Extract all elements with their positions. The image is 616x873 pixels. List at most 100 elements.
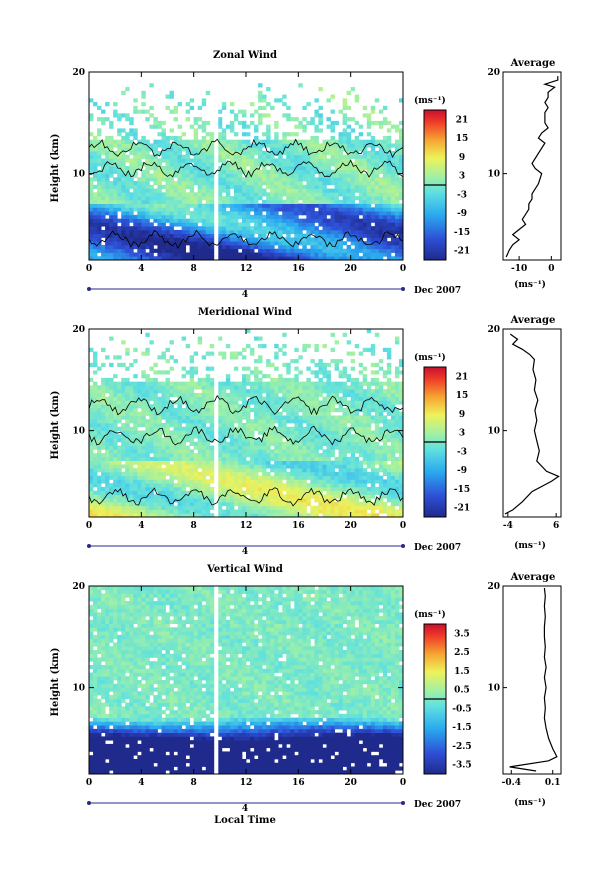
average-frame: [502, 328, 562, 518]
colorbar-tick-label: -3: [457, 190, 467, 200]
x-tick-label: 16: [292, 264, 305, 274]
date-axis-end: [401, 287, 405, 291]
average-line: [504, 333, 560, 515]
zero-contour: [88, 159, 404, 178]
average-x-tick-label: -10: [511, 264, 527, 274]
average-y-tick-label: 10: [487, 170, 500, 180]
average-y-tick-label: 10: [487, 684, 500, 694]
zero-contour: [88, 229, 404, 249]
date-label: Dec 2007: [414, 800, 461, 810]
x-axis-label: Local Time: [214, 815, 276, 826]
colorbar-tick-label: -9: [457, 209, 467, 219]
x-tick-label: 12: [240, 521, 253, 531]
average-unit: (ms⁻¹): [514, 540, 546, 551]
y-tick-label: 10: [72, 427, 85, 437]
colorbar-tick-label: -3.5: [452, 761, 471, 771]
data-gap: [215, 329, 219, 517]
colorbar-tick-label: 0.5: [454, 686, 470, 696]
average-y-tick-label: 20: [487, 68, 500, 78]
x-tick-label: 0: [86, 264, 92, 274]
colorbar: (ms⁻¹) 21 15 9 3 -3 -9 -15 -21: [414, 95, 470, 261]
colorbar-tick-label: -3: [457, 447, 467, 457]
colorbar-tick-label: -0.5: [452, 704, 471, 714]
x-tick-label: 4: [138, 521, 144, 531]
x-tick-label: 4: [138, 264, 144, 274]
y-tick-label: 20: [72, 68, 85, 78]
data-gap: [215, 72, 219, 260]
colorbar-tick-label: -15: [454, 228, 470, 238]
date-axis-start: [87, 544, 91, 548]
x-tick-label: 20: [344, 521, 357, 531]
average-frame: [502, 71, 562, 261]
colorbar-tick-label: -9: [457, 466, 467, 476]
heatmap-cells: [89, 586, 404, 775]
zero-contour: [88, 425, 404, 446]
average-x-tick-label: 6: [553, 521, 559, 531]
colorbar-tick-label: 3.5: [454, 629, 470, 639]
data-gap: [215, 586, 219, 774]
zero-contour: [88, 138, 404, 159]
colorbar-tick-label: 3: [459, 429, 465, 439]
date-label: Dec 2007: [414, 286, 461, 296]
heatmap-plot: 0 4 8 12 16 20 0 20 10: [72, 582, 406, 805]
date-axis-end: [401, 544, 405, 548]
heatmap-plot: 0 4 8 12 16 20 0 20 10: [72, 68, 406, 291]
x-tick-label: 0: [400, 778, 406, 788]
colorbar: (ms⁻¹) 3.5 2.5 1.5 0.5 -0.5 -1.5 -2.5 -3.5: [414, 609, 472, 775]
x-tick-label: 16: [292, 778, 305, 788]
x-tick-label: 16: [292, 521, 305, 531]
panel-title: Vertical Wind: [206, 564, 283, 575]
date-label: Dec 2007: [414, 543, 461, 553]
colorbar-tick-label: -21: [454, 504, 470, 514]
day-label: 4: [242, 290, 248, 300]
colorbar-tick-label: 15: [456, 391, 469, 401]
date-axis-start: [87, 801, 91, 805]
colorbar-tick-label: 2.5: [454, 648, 470, 658]
y-axis-label: Height (km): [50, 648, 61, 717]
average-line: [509, 587, 558, 772]
average-x-tick-label: 0.1: [545, 778, 561, 788]
average-x-tick-label: 0: [548, 264, 554, 274]
x-tick-label: 4: [138, 778, 144, 788]
x-tick-label: 8: [191, 264, 197, 274]
average-y-tick-label: 20: [487, 325, 500, 335]
colorbar-tick-label: -2.5: [452, 742, 471, 752]
colorbar-unit: (ms⁻¹): [414, 609, 446, 620]
x-tick-label: 0: [400, 264, 406, 274]
x-tick-label: 8: [191, 521, 197, 531]
y-tick-label: 10: [72, 170, 85, 180]
average-y-tick-label: 20: [487, 582, 500, 592]
y-tick-label: 20: [72, 582, 85, 592]
x-tick-label: 12: [240, 778, 253, 788]
heatmap-plot: 0 4 8 12 16 20 0 20 10: [72, 325, 406, 548]
zero-contour: [88, 394, 404, 416]
average-line: [505, 76, 559, 258]
colorbar-tick-label: 21: [456, 372, 469, 382]
average-title: Average: [510, 58, 556, 69]
colorbar-unit: (ms⁻¹): [414, 352, 446, 363]
x-tick-label: 8: [191, 778, 197, 788]
average-frame: [502, 585, 562, 775]
date-axis-start: [87, 287, 91, 291]
colorbar-tick-label: 9: [459, 410, 465, 420]
colorbar-tick-label: 15: [456, 134, 469, 144]
date-axis-end: [401, 801, 405, 805]
average-x-tick-label: -0.4: [502, 778, 521, 788]
heatmap-cells: [89, 329, 404, 518]
zero-contour: [88, 487, 404, 507]
panel-title: Meridional Wind: [198, 307, 292, 318]
x-tick-label: 0: [86, 521, 92, 531]
colorbar-tick-label: 9: [459, 153, 465, 163]
average-title: Average: [510, 572, 556, 583]
y-axis-label: Height (km): [50, 134, 61, 203]
x-tick-label: 0: [400, 521, 406, 531]
panel-meridional: Meridional Wind Height (km) 0 4 8 12 16 20 0 20…: [50, 307, 562, 557]
y-tick-label: 20: [72, 325, 85, 335]
average-unit: (ms⁻¹): [514, 279, 546, 290]
x-tick-label: 20: [344, 778, 357, 788]
average-profile: Average (ms⁻¹) -4 6 20 10: [487, 315, 562, 551]
y-axis-label: Height (km): [50, 391, 61, 460]
panel-zonal: Zonal Wind Height (km) 0 4 8 12 16 20 0 20 10 (m…: [50, 50, 562, 300]
average-x-tick-label: -4: [503, 521, 513, 531]
